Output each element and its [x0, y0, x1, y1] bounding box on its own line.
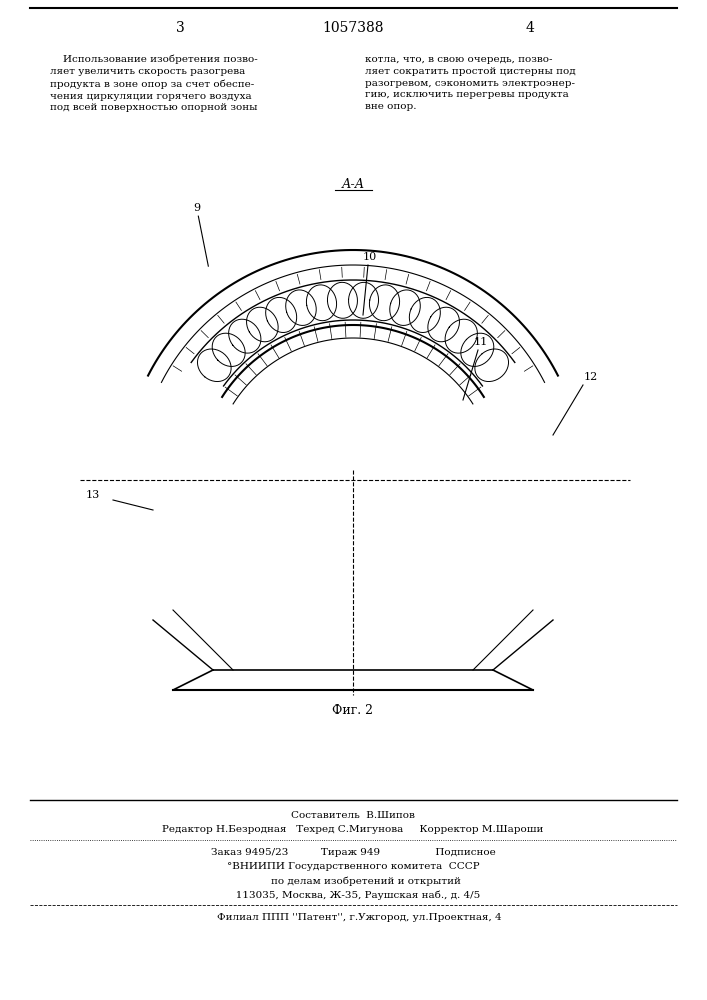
Text: 1057388: 1057388 [322, 21, 384, 35]
Text: 13: 13 [86, 490, 100, 500]
Text: 113035, Москва, Ж-35, Раушская наб., д. 4/5: 113035, Москва, Ж-35, Раушская наб., д. … [226, 890, 480, 900]
Text: по делам изобретений и открытий: по делам изобретений и открытий [245, 876, 461, 886]
Text: 3: 3 [175, 21, 185, 35]
Text: 9: 9 [193, 203, 200, 213]
Text: котла, что, в свою очередь, позво-
ляет сократить простой цистерны под
разогрево: котла, что, в свою очередь, позво- ляет … [365, 55, 575, 111]
Text: 11: 11 [474, 337, 488, 347]
Text: А-А: А-А [341, 178, 365, 192]
Text: Составитель  В.Шипов: Составитель В.Шипов [291, 810, 415, 820]
Text: Редактор Н.Безродная   Техред С.Мигунова     Корректор М.Шароши: Редактор Н.Безродная Техред С.Мигунова К… [163, 824, 544, 834]
Text: Заказ 9495/23          Тираж 949                 Подписное: Заказ 9495/23 Тираж 949 Подписное [211, 848, 496, 857]
Text: 10: 10 [363, 252, 377, 262]
Text: Использование изобретения позво-
ляет увеличить скорость разогрева
продукта в зо: Использование изобретения позво- ляет ув… [50, 55, 258, 112]
Text: Филиал ППП ''Патент'', г.Ужгород, ул.Проектная, 4: Филиал ППП ''Патент'', г.Ужгород, ул.Про… [204, 913, 502, 922]
Text: 4: 4 [525, 21, 534, 35]
Text: 12: 12 [584, 372, 598, 382]
Text: °ВНИИПИ Государственного комитета  СССР: °ВНИИПИ Государственного комитета СССР [227, 862, 479, 871]
Text: Фиг. 2: Фиг. 2 [332, 704, 373, 716]
